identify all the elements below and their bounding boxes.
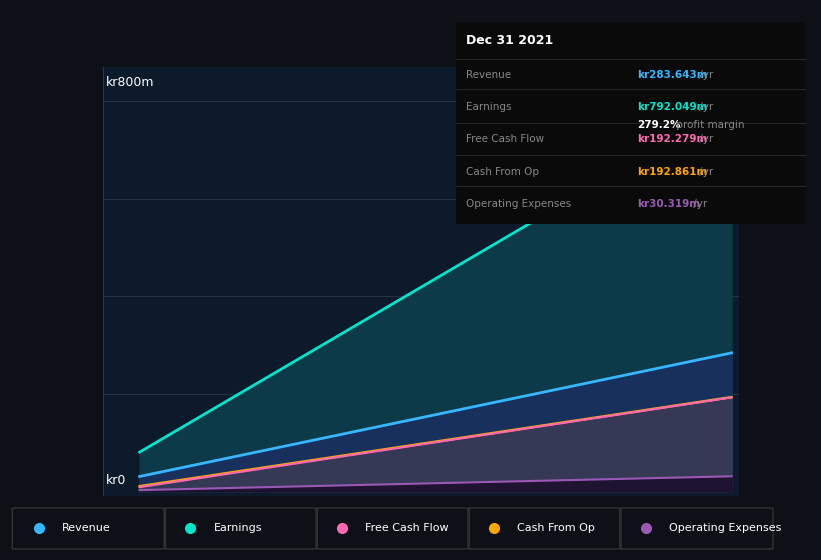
Text: Cash From Op: Cash From Op [517, 523, 595, 533]
Text: kr30.319m: kr30.319m [637, 199, 700, 209]
Text: 279.2%: 279.2% [637, 120, 681, 130]
Text: kr800m: kr800m [107, 76, 155, 89]
Text: Earnings: Earnings [213, 523, 262, 533]
Text: Operating Expenses: Operating Expenses [466, 199, 571, 209]
Text: Operating Expenses: Operating Expenses [669, 523, 782, 533]
Text: kr792.049m: kr792.049m [637, 102, 708, 112]
Text: kr283.643m: kr283.643m [637, 70, 708, 80]
Text: kr0: kr0 [107, 474, 126, 487]
Text: Free Cash Flow: Free Cash Flow [365, 523, 449, 533]
Text: /yr: /yr [696, 70, 713, 80]
Text: Revenue: Revenue [466, 70, 511, 80]
Text: Cash From Op: Cash From Op [466, 166, 539, 176]
Text: /yr: /yr [696, 134, 713, 144]
Text: kr192.279m: kr192.279m [637, 134, 708, 144]
Text: Revenue: Revenue [62, 523, 110, 533]
Text: /yr: /yr [690, 199, 708, 209]
Text: profit margin: profit margin [672, 120, 744, 130]
Text: Dec 31 2021: Dec 31 2021 [466, 34, 553, 47]
Text: /yr: /yr [696, 166, 713, 176]
Text: 2021: 2021 [129, 497, 160, 510]
Text: kr192.861m: kr192.861m [637, 166, 708, 176]
Text: Earnings: Earnings [466, 102, 511, 112]
Text: Free Cash Flow: Free Cash Flow [466, 134, 544, 144]
Text: /yr: /yr [696, 102, 713, 112]
